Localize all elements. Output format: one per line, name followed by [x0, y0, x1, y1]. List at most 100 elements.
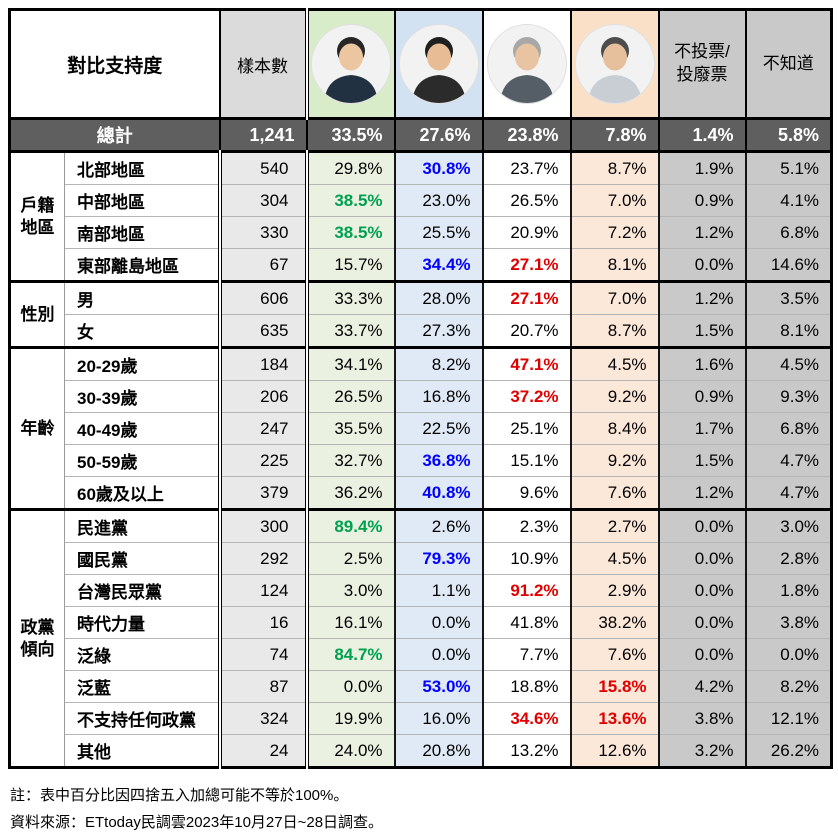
value-cell: 1.5% — [657, 314, 747, 348]
total-label: 總計 — [9, 117, 221, 153]
table-row: 戶籍地區 北部地區 540 29.8% 30.8% 23.7% 8.7% 1.9% 5.1% — [9, 150, 833, 282]
table-row: 女 635 33.7% 27.3% 20.7% 8.7% 1.5% 8.1% — [10, 314, 833, 348]
sample-size-cell: 330 — [217, 216, 309, 249]
value-cell: 0.0% — [393, 638, 484, 671]
value-cell: 19.9% — [304, 702, 396, 735]
table-row: 政黨傾向 民進黨 300 89.4% 2.6% 2.3% 2.7% 0.0% 3.0% — [9, 508, 833, 768]
candidate-2-photo — [398, 24, 479, 104]
table-row: 中部地區 304 38.5% 23.0% 26.5% 7.0% 0.9% 4.1% — [10, 184, 833, 217]
row-label: 其他 — [63, 734, 221, 768]
value-cell: 7.7% — [481, 638, 572, 671]
value-cell: 14.6% — [744, 248, 833, 282]
table-row: 其他 24 24.0% 20.8% 13.2% 12.6% 3.2% 26.2% — [10, 734, 833, 768]
table-row: 南部地區 330 38.5% 25.5% 20.9% 7.2% 1.2% 6.8% — [10, 216, 833, 249]
value-cell: 2.3% — [481, 508, 572, 543]
value-cell: 7.0% — [569, 184, 660, 217]
value-cell: 1.7% — [657, 412, 747, 445]
value-cell: 0.0% — [657, 542, 747, 575]
sample-size-cell: 24 — [217, 734, 309, 768]
value-cell: 7.0% — [569, 280, 660, 315]
value-cell: 20.7% — [481, 314, 572, 348]
value-cell: 18.8% — [481, 670, 572, 703]
value-cell: 20.8% — [393, 734, 484, 768]
table-body: 戶籍地區 北部地區 540 29.8% 30.8% 23.7% 8.7% 1.9% 5.1% 中部… — [9, 150, 833, 768]
value-cell: 6.8% — [744, 216, 833, 249]
value-cell: 34.4% — [393, 248, 484, 282]
value-cell: 0.0% — [744, 638, 833, 671]
value-cell: 3.8% — [744, 606, 833, 639]
value-cell: 34.1% — [304, 346, 396, 381]
value-cell: 15.8% — [569, 670, 660, 703]
sample-size-cell: 247 — [217, 412, 309, 445]
col-header-dont-know: 不知道 — [744, 9, 833, 120]
value-cell: 13.6% — [569, 702, 660, 735]
category-label: 政黨傾向 — [9, 508, 65, 768]
row-label: 東部離島地區 — [63, 248, 221, 282]
table-row: 泛綠 74 84.7% 0.0% 7.7% 7.6% 0.0% 0.0% — [10, 638, 833, 671]
value-cell: 12.6% — [569, 734, 660, 768]
value-cell: 33.7% — [304, 314, 396, 348]
value-cell: 2.8% — [744, 542, 833, 575]
row-label: 台灣民眾黨 — [63, 574, 221, 607]
value-cell: 4.7% — [744, 444, 833, 477]
value-cell: 1.6% — [657, 346, 747, 381]
row-label: 60歲及以上 — [63, 476, 221, 510]
total-value-cell: 7.8% — [569, 117, 660, 153]
sample-size-cell: 87 — [217, 670, 309, 703]
value-cell: 91.2% — [481, 574, 572, 607]
sample-size-cell: 606 — [217, 280, 309, 315]
sample-size-cell: 225 — [217, 444, 309, 477]
value-cell: 41.8% — [481, 606, 572, 639]
sample-size-cell: 540 — [217, 150, 309, 185]
category-label: 戶籍地區 — [9, 150, 65, 282]
value-cell: 29.8% — [304, 150, 396, 185]
value-cell: 5.1% — [744, 150, 833, 185]
row-label: 民進黨 — [63, 508, 221, 543]
row-label: 不支持任何政黨 — [63, 702, 221, 735]
row-label: 泛綠 — [63, 638, 221, 671]
value-cell: 89.4% — [304, 508, 396, 543]
total-row: 總計 1,241 33.5% 27.6% 23.8% 7.8% 1.4% 5.8… — [9, 117, 833, 153]
value-cell: 7.6% — [569, 476, 660, 510]
value-cell: 0.0% — [657, 508, 747, 543]
candidate-3-photo — [486, 24, 567, 104]
value-cell: 33.3% — [304, 280, 396, 315]
value-cell: 4.5% — [569, 542, 660, 575]
value-cell: 35.5% — [304, 412, 396, 445]
value-cell: 6.8% — [744, 412, 833, 445]
value-cell: 4.5% — [744, 346, 833, 381]
sample-size-cell: 206 — [217, 380, 309, 413]
value-cell: 27.1% — [481, 248, 572, 282]
value-cell: 26.5% — [481, 184, 572, 217]
value-cell: 28.0% — [393, 280, 484, 315]
table-row: 性別男 606 33.3% 28.0% 27.1% 7.0% 1.2% 3.5% — [9, 280, 833, 348]
row-label: 南部地區 — [63, 216, 221, 249]
value-cell: 0.0% — [657, 574, 747, 607]
value-cell: 1.2% — [657, 216, 747, 249]
table-row: 台灣民眾黨 124 3.0% 1.1% 91.2% 2.9% 0.0% 1.8% — [10, 574, 833, 607]
value-cell: 36.8% — [393, 444, 484, 477]
note-rounding: 註：表中百分比因四捨五入加總可能不等於100%。 — [10, 787, 349, 804]
col-header-sample-size: 樣本數 — [218, 9, 309, 120]
category-label: 性別 — [9, 280, 65, 348]
value-cell: 40.8% — [393, 476, 484, 510]
sample-size-cell: 304 — [217, 184, 309, 217]
table-title: 對比支持度 — [9, 9, 221, 120]
total-value-cell: 27.6% — [393, 117, 484, 153]
value-cell: 2.7% — [569, 508, 660, 543]
sample-size-cell: 184 — [217, 346, 309, 381]
value-cell: 38.5% — [304, 216, 396, 249]
value-cell: 30.8% — [393, 150, 484, 185]
col-header-candidate-1 — [304, 9, 396, 120]
value-cell: 15.7% — [304, 248, 396, 282]
sample-size-cell: 324 — [217, 702, 309, 735]
row-label: 男 — [63, 280, 221, 315]
row-label: 國民黨 — [63, 542, 221, 575]
value-cell: 9.3% — [744, 380, 833, 413]
value-cell: 3.0% — [744, 508, 833, 543]
value-cell: 1.2% — [657, 280, 747, 315]
value-cell: 15.1% — [481, 444, 572, 477]
sample-size-cell: 67 — [217, 248, 309, 282]
table-row: 50-59歲 225 32.7% 36.8% 15.1% 9.2% 1.5% 4.7% — [10, 444, 833, 477]
